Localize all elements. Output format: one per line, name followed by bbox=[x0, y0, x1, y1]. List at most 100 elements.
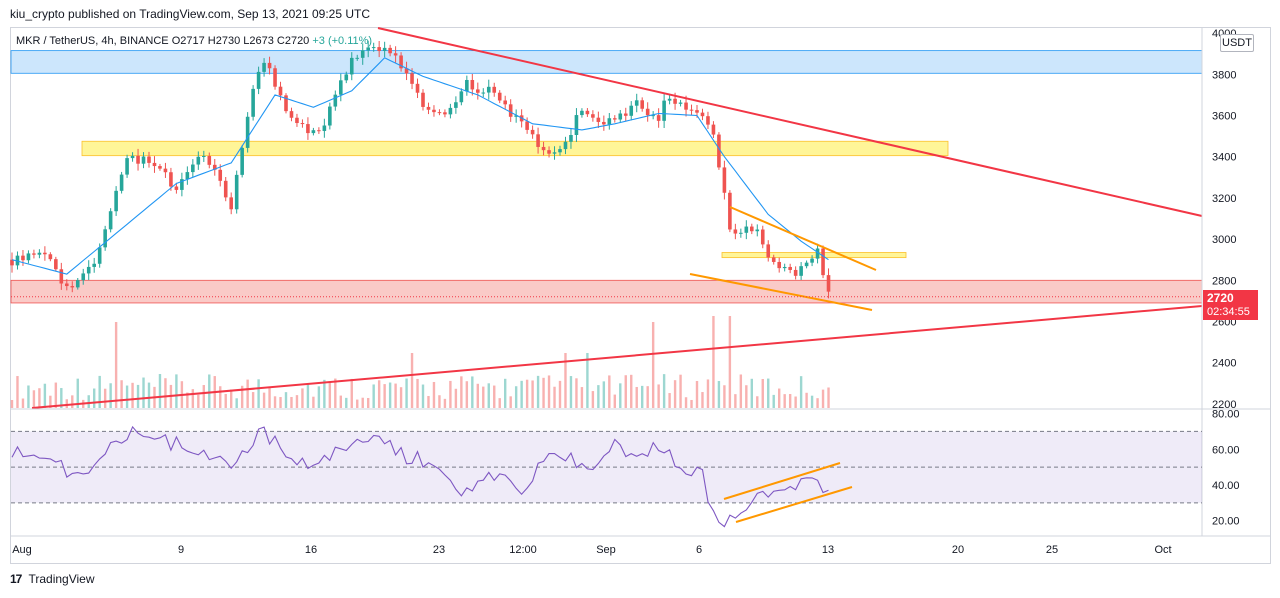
volume-bar bbox=[427, 395, 430, 408]
chart-frame[interactable] bbox=[10, 27, 1271, 564]
last-price-value: 2720 bbox=[1207, 291, 1234, 305]
volume-bar bbox=[230, 389, 233, 408]
volume-bar bbox=[356, 399, 359, 408]
volume-bar bbox=[361, 397, 364, 408]
candle-body bbox=[289, 111, 294, 118]
volume-bar bbox=[142, 377, 145, 408]
candle-body bbox=[147, 156, 151, 163]
publisher-note: kiu_crypto published on TradingView.com,… bbox=[10, 7, 370, 21]
candle-body bbox=[618, 113, 623, 120]
volume-bar bbox=[114, 322, 118, 408]
candle-body bbox=[393, 53, 398, 56]
candle-body bbox=[695, 110, 699, 113]
candle-body bbox=[311, 130, 316, 134]
volume-bar bbox=[438, 395, 441, 408]
candle-body bbox=[728, 192, 732, 230]
volume-bar bbox=[54, 382, 58, 408]
volume-bar bbox=[76, 378, 79, 408]
currency-button[interactable]: USDT bbox=[1220, 34, 1254, 52]
candle-body bbox=[432, 109, 436, 113]
candle-body bbox=[656, 115, 661, 121]
time-axis-label: 25 bbox=[1046, 544, 1058, 556]
volume-bar bbox=[684, 397, 688, 408]
volume-bar bbox=[756, 396, 759, 408]
candle-body bbox=[371, 47, 376, 49]
volume-bar bbox=[608, 375, 611, 408]
candle-body bbox=[54, 259, 58, 270]
volume-bar bbox=[65, 399, 68, 408]
price-axis-label: 2400 bbox=[1212, 358, 1236, 370]
candle-body bbox=[180, 179, 184, 190]
candle-body bbox=[465, 79, 469, 92]
volume-bar bbox=[301, 388, 304, 408]
volume-bar bbox=[158, 374, 162, 408]
volume-bar bbox=[761, 378, 764, 408]
rsi-channel-upper bbox=[723, 462, 841, 500]
candle-body bbox=[602, 121, 606, 125]
volume-bar bbox=[580, 387, 584, 408]
volume-bar bbox=[701, 392, 704, 408]
candle-body bbox=[459, 91, 464, 103]
price-axis-label: 3600 bbox=[1212, 111, 1236, 123]
volume-bar bbox=[416, 378, 419, 408]
candle-body bbox=[634, 100, 639, 106]
volume-bar bbox=[449, 380, 452, 408]
volume-bar bbox=[32, 390, 36, 408]
candle-body bbox=[481, 92, 486, 94]
volume-bar bbox=[454, 388, 458, 408]
volume-bar bbox=[432, 381, 436, 408]
candle-body bbox=[443, 112, 447, 115]
time-axis-label: 16 bbox=[305, 544, 317, 556]
volume-bar bbox=[646, 386, 649, 408]
candle-body bbox=[119, 174, 124, 191]
volume-bar bbox=[673, 380, 677, 408]
price-axis-label: 3400 bbox=[1212, 152, 1236, 164]
volume-bar bbox=[531, 380, 534, 408]
volume-bar bbox=[536, 375, 540, 408]
candle-body bbox=[202, 155, 206, 157]
candle-body bbox=[48, 254, 53, 260]
candle-body bbox=[454, 102, 458, 108]
rsi-axis-label: 80.00 bbox=[1212, 409, 1240, 421]
volume-bar bbox=[240, 385, 244, 408]
volume-bar bbox=[164, 378, 167, 408]
volume-bar bbox=[197, 394, 200, 408]
candle-body bbox=[37, 252, 42, 255]
volume-bar bbox=[279, 397, 282, 408]
candle-body bbox=[525, 121, 529, 130]
volume-bar bbox=[794, 396, 797, 408]
volume-bar bbox=[43, 383, 47, 408]
volume-bar bbox=[251, 392, 255, 408]
volume-bar bbox=[657, 384, 660, 408]
volume-bar bbox=[821, 389, 825, 408]
ascending-trendline bbox=[31, 305, 1203, 409]
candle-body bbox=[26, 253, 31, 261]
volume-bar bbox=[284, 392, 288, 408]
candle-body bbox=[355, 57, 360, 59]
candle-body bbox=[613, 118, 617, 120]
volume-bar bbox=[268, 386, 271, 408]
rsi-axis-label: 20.00 bbox=[1212, 516, 1240, 528]
price-axis-label: 2800 bbox=[1212, 275, 1236, 287]
candle-body bbox=[92, 263, 96, 267]
candle-body bbox=[251, 88, 255, 117]
volume-bar bbox=[345, 397, 348, 408]
candle-body bbox=[10, 259, 14, 266]
candle-body bbox=[339, 80, 343, 95]
candle-body bbox=[766, 244, 771, 258]
candle-body bbox=[70, 286, 75, 288]
candle-body bbox=[815, 248, 820, 259]
volume-bar bbox=[695, 380, 699, 408]
candle-body bbox=[706, 116, 710, 125]
candle-body bbox=[700, 112, 705, 117]
volume-bar bbox=[312, 396, 315, 408]
candle-body bbox=[130, 155, 135, 159]
time-axis-label: 23 bbox=[433, 544, 445, 556]
candle-body bbox=[826, 275, 831, 292]
candle-body bbox=[558, 149, 562, 153]
candle-body bbox=[426, 106, 431, 110]
candle-body bbox=[344, 74, 349, 81]
volume-bar bbox=[547, 375, 551, 408]
volume-bar bbox=[810, 395, 814, 408]
